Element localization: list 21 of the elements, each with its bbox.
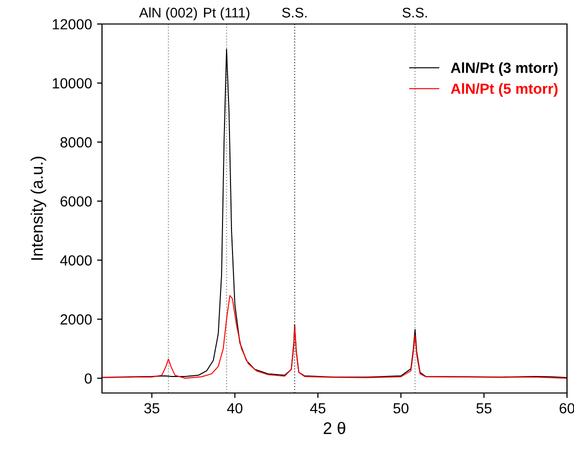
y-tick-label: 0 [84, 373, 92, 384]
x-tick-label: 45 [310, 403, 326, 414]
x-axis-title: 2 θ [324, 422, 346, 434]
x-tick-label: 35 [144, 403, 160, 414]
legend-label: AlN/Pt (3 mtorr) [450, 62, 558, 76]
ref-line-label: Pt (111) [204, 7, 250, 20]
x-tick-label: 55 [476, 403, 492, 414]
y-tick-label: 2000 [60, 314, 92, 325]
y-tick-label: 8000 [60, 137, 92, 148]
y-tick-label: 12000 [52, 19, 92, 30]
ref-line-label: S.S. [402, 8, 427, 18]
y-axis-title: Intensity (a.u.) [30, 156, 46, 260]
ref-line-label: S.S. [282, 8, 306, 18]
ref-line-label: AlN (002) [139, 7, 197, 20]
line-series [102, 295, 567, 379]
y-tick-label: 6000 [60, 196, 92, 207]
y-tick-label: 4000 [60, 255, 92, 266]
x-tick-label: 50 [393, 403, 408, 414]
y-tick-label: 10000 [52, 78, 92, 88]
legend-label: AlN/Pt (5 mtorr) [450, 83, 558, 97]
x-tick-label: 40 [227, 403, 242, 414]
